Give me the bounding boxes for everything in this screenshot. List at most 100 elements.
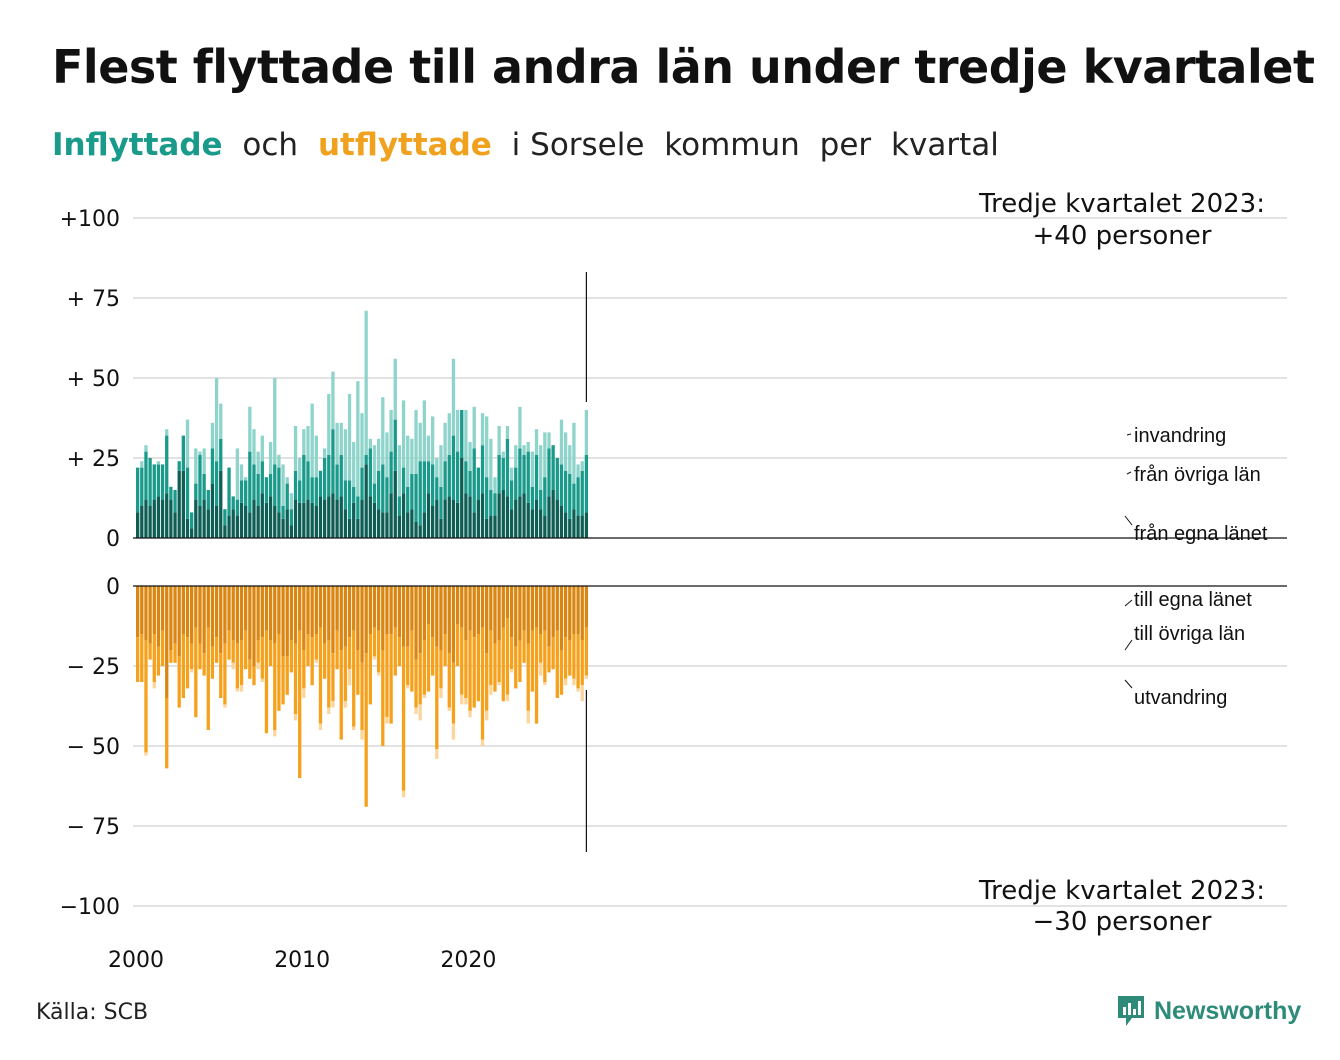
bar-in-ovriga	[268, 474, 273, 497]
bar-out-egna	[273, 586, 277, 644]
series-label-in-egna: från egna länet	[1134, 523, 1268, 545]
bar-in-egna	[235, 515, 240, 538]
bar-in-egna	[239, 502, 244, 538]
bar-in-ovriga	[322, 458, 327, 500]
bar-in-invandring	[422, 400, 426, 462]
bar-out-egna	[219, 586, 223, 654]
bar-out-egna	[443, 586, 447, 634]
bar-in-invandring	[219, 403, 223, 439]
bar-in-ovriga	[414, 474, 418, 522]
bar-out-utvandring	[401, 790, 406, 798]
bar-in-egna	[497, 493, 501, 538]
bar-out-ovriga	[260, 637, 264, 679]
bar-in-ovriga	[339, 454, 343, 497]
bar-in-egna	[514, 499, 518, 538]
bar-in-egna	[518, 496, 522, 538]
bar-in-egna	[493, 515, 497, 538]
bar-out-egna	[227, 586, 231, 631]
bar-in-ovriga	[144, 451, 148, 500]
bar-out-utvandring	[414, 707, 418, 714]
bar-in-egna	[285, 509, 289, 538]
bar-out-utvandring	[144, 752, 148, 756]
bar-out-egna	[485, 586, 489, 654]
bar-out-egna	[476, 586, 481, 634]
bar-out-utvandring	[526, 710, 530, 724]
bar-in-invandring	[501, 451, 505, 458]
bar-out-ovriga	[148, 643, 152, 660]
bar-in-invandring	[547, 432, 551, 449]
bar-in-ovriga	[239, 480, 244, 503]
bar-out-egna	[244, 586, 248, 631]
bar-in-invandring	[248, 406, 252, 452]
bar-out-ovriga	[352, 630, 356, 727]
bar-out-egna	[339, 586, 343, 650]
bar-out-utvandring	[273, 730, 277, 737]
bar-out-ovriga	[368, 634, 372, 705]
bar-in-ovriga	[518, 448, 522, 497]
bar-in-ovriga	[472, 448, 476, 513]
bar-out-egna	[468, 586, 472, 631]
bar-in-egna	[543, 515, 547, 538]
annotation-bottom-value: −30 personer	[1033, 907, 1212, 937]
bar-in-egna	[327, 496, 331, 538]
bar-out-utvandring	[563, 678, 568, 686]
bar-in-ovriga	[273, 464, 277, 506]
bar-in-invandring	[543, 432, 547, 478]
bar-in-egna	[190, 528, 194, 538]
bar-out-ovriga	[381, 650, 385, 746]
subtitle-inflyttade: Inflyttade	[52, 127, 223, 163]
bar-in-invandring	[372, 445, 377, 484]
bar-out-ovriga	[152, 634, 156, 682]
bar-in-ovriga	[364, 454, 368, 465]
bar-in-ovriga	[555, 458, 559, 500]
bar-in-egna	[559, 506, 564, 538]
y-tick-label-bottom: − 25	[67, 655, 120, 680]
bar-out-ovriga	[497, 640, 501, 682]
bar-out-ovriga	[584, 627, 589, 676]
bar-out-ovriga	[580, 640, 584, 686]
bar-in-invandring	[140, 461, 144, 468]
brand-logo[interactable]: Newsworthy	[1116, 994, 1301, 1028]
bar-in-egna	[410, 509, 414, 538]
bar-out-ovriga	[435, 646, 439, 750]
bar-out-ovriga	[194, 627, 198, 718]
bar-out-egna	[431, 586, 435, 638]
label-tick	[1124, 639, 1133, 651]
bar-out-ovriga	[418, 653, 422, 705]
bar-in-egna	[310, 502, 314, 538]
bar-out-egna	[472, 586, 476, 638]
bar-out-utvandring	[422, 694, 426, 698]
bar-in-invandring	[310, 403, 314, 478]
bar-in-egna	[547, 496, 551, 538]
bar-in-ovriga	[572, 483, 576, 510]
bar-out-egna	[302, 586, 306, 650]
bar-out-ovriga	[227, 630, 231, 660]
bar-in-ovriga	[543, 477, 547, 516]
bar-out-ovriga	[505, 618, 510, 695]
bar-out-egna	[285, 586, 289, 657]
bar-in-egna	[476, 499, 481, 538]
bar-out-egna	[360, 586, 364, 663]
bar-out-ovriga	[298, 630, 302, 778]
bar-out-egna	[418, 586, 422, 654]
bar-out-ovriga	[293, 643, 298, 714]
bar-out-utvandring	[347, 669, 352, 686]
bar-in-egna	[368, 496, 372, 538]
bar-in-egna	[173, 512, 177, 538]
bar-in-ovriga	[451, 435, 456, 500]
source-note: Källa: SCB	[36, 1000, 149, 1025]
bar-in-egna	[152, 499, 156, 538]
bar-in-ovriga	[476, 467, 481, 500]
bar-in-ovriga	[376, 470, 381, 510]
bar-out-ovriga	[551, 637, 555, 670]
bar-out-ovriga	[177, 656, 181, 708]
bar-out-egna	[160, 586, 165, 631]
bar-out-ovriga	[547, 646, 551, 673]
bar-in-invandring	[339, 422, 343, 455]
bar-out-ovriga	[563, 637, 568, 679]
bar-in-invandring	[530, 451, 535, 487]
bar-out-utvandring	[223, 704, 227, 708]
bar-out-egna	[293, 586, 298, 644]
bar-out-utvandring	[302, 688, 306, 698]
bar-in-egna	[509, 509, 514, 538]
